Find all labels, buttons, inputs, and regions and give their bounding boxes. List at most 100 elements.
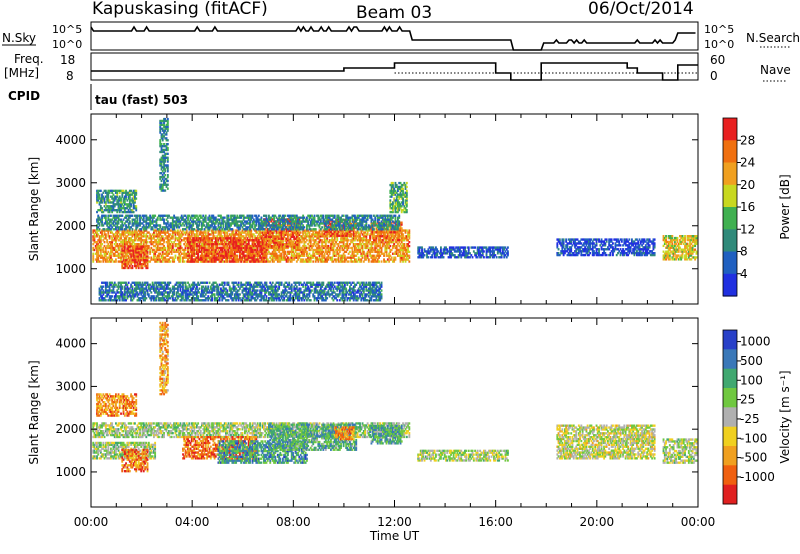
power-cell bbox=[159, 241, 162, 244]
power-cell bbox=[351, 252, 354, 255]
power-cell bbox=[393, 231, 396, 234]
power-cell bbox=[249, 229, 251, 232]
power-cell bbox=[345, 229, 348, 232]
power-cell bbox=[317, 260, 320, 263]
power-cell bbox=[160, 254, 163, 257]
power-cell bbox=[260, 218, 263, 221]
power-cell bbox=[378, 254, 380, 257]
power-cell bbox=[346, 246, 349, 250]
power-cell bbox=[177, 239, 179, 242]
power-cell bbox=[328, 248, 331, 252]
power-cell bbox=[164, 252, 167, 255]
power-cell bbox=[241, 231, 244, 234]
power-cell bbox=[357, 233, 360, 236]
power-cell bbox=[121, 241, 124, 244]
power-cell bbox=[237, 228, 240, 231]
power-cell bbox=[383, 236, 385, 240]
power-cell bbox=[232, 239, 235, 242]
power-cell bbox=[141, 266, 144, 270]
power-cell bbox=[273, 250, 275, 254]
power-cell bbox=[137, 266, 140, 270]
power-cell bbox=[164, 214, 167, 217]
power-cell bbox=[352, 237, 355, 240]
power-cell bbox=[209, 220, 212, 223]
power-cell bbox=[278, 241, 281, 244]
power-cell bbox=[312, 231, 315, 234]
power-cell bbox=[213, 235, 216, 238]
power-cell bbox=[194, 258, 197, 261]
power-cell bbox=[308, 241, 311, 244]
power-cell bbox=[269, 218, 272, 221]
power-cell bbox=[246, 222, 249, 225]
power-cell bbox=[183, 214, 186, 217]
power-cell bbox=[366, 252, 369, 255]
power-cell bbox=[317, 233, 320, 236]
power-cell bbox=[376, 231, 379, 234]
power-cell bbox=[163, 226, 165, 229]
power-cell bbox=[197, 229, 200, 232]
power-cell bbox=[156, 237, 159, 240]
power-cell bbox=[342, 230, 345, 234]
power-cell bbox=[269, 237, 272, 240]
power-cell bbox=[209, 258, 212, 261]
power-cell bbox=[346, 231, 349, 234]
power-cell bbox=[282, 258, 284, 261]
power-cell bbox=[194, 244, 197, 248]
power-cell bbox=[247, 229, 250, 232]
power-cell bbox=[352, 239, 355, 242]
power-cell bbox=[323, 222, 326, 225]
power-cell bbox=[230, 252, 232, 255]
power-cell bbox=[232, 222, 235, 225]
power-cell bbox=[179, 241, 182, 244]
power-cell bbox=[323, 221, 326, 224]
power-cell bbox=[384, 244, 387, 248]
power-cell bbox=[298, 256, 301, 259]
power-cell bbox=[111, 239, 114, 242]
power-cell bbox=[135, 254, 138, 257]
power-cell bbox=[333, 243, 336, 246]
power-cell bbox=[270, 218, 273, 221]
power-cell bbox=[395, 236, 398, 240]
power-cell bbox=[355, 235, 358, 238]
power-cell bbox=[136, 214, 139, 217]
power-cell bbox=[328, 252, 331, 255]
power-cell bbox=[227, 252, 230, 255]
power-cell bbox=[354, 250, 356, 254]
power-cell bbox=[318, 235, 321, 238]
power-cell bbox=[217, 224, 220, 227]
power-cell bbox=[265, 222, 268, 225]
power-cell bbox=[312, 243, 315, 246]
power-cell bbox=[240, 258, 243, 261]
power-cell bbox=[96, 246, 98, 250]
power-cell bbox=[231, 214, 234, 217]
power-cell bbox=[232, 256, 235, 259]
power-cell bbox=[250, 260, 253, 263]
power-cell bbox=[197, 252, 200, 255]
power-cell bbox=[365, 252, 368, 255]
power-cell bbox=[300, 248, 303, 252]
power-cell bbox=[304, 233, 307, 236]
power-cell bbox=[128, 228, 131, 231]
power-cell bbox=[260, 228, 263, 231]
power-cell bbox=[351, 246, 354, 250]
power-cell bbox=[263, 224, 265, 227]
power-cell bbox=[113, 224, 116, 227]
power-cell bbox=[184, 228, 187, 231]
power-cell bbox=[125, 264, 127, 268]
power-cell bbox=[257, 226, 260, 229]
power-cell bbox=[275, 252, 278, 255]
power-cell bbox=[220, 216, 222, 219]
power-cell bbox=[190, 260, 193, 263]
power-cell bbox=[386, 233, 389, 236]
power-cell bbox=[288, 224, 291, 227]
power-cell bbox=[268, 246, 270, 250]
power-cell bbox=[236, 224, 239, 227]
power-cell bbox=[121, 262, 124, 266]
power-cell bbox=[400, 258, 403, 261]
power-cell bbox=[230, 216, 232, 219]
power-cell bbox=[99, 256, 102, 259]
power-cell bbox=[125, 220, 127, 223]
power-cell bbox=[342, 254, 345, 257]
power-cell bbox=[212, 233, 215, 236]
power-cell bbox=[239, 216, 241, 219]
